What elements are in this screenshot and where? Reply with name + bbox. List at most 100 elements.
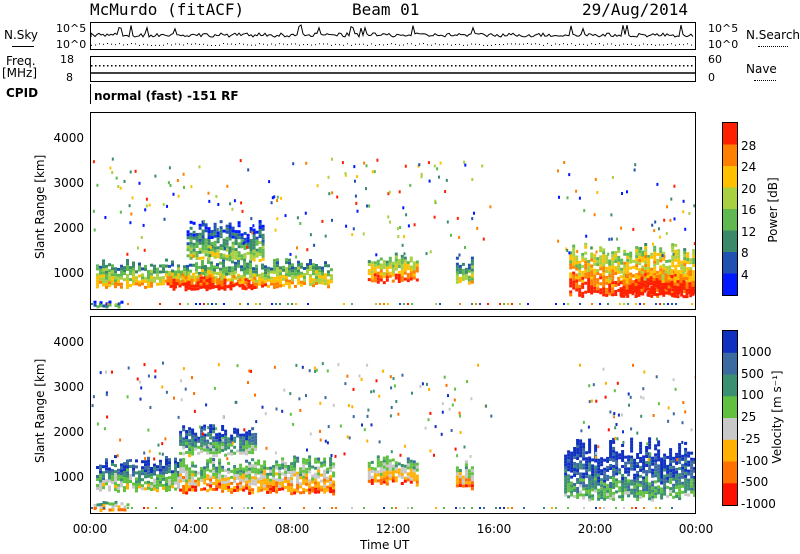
freq-panel bbox=[90, 56, 696, 82]
nsearch-dot bbox=[451, 44, 452, 46]
nsearch-dot bbox=[667, 44, 668, 45]
nave-dot bbox=[455, 65, 457, 67]
nave-dot bbox=[511, 65, 513, 67]
time-tick-6: 00:00 bbox=[678, 522, 714, 536]
nsearch-dot bbox=[379, 44, 380, 46]
nave-dot bbox=[643, 65, 645, 67]
nave-dot bbox=[551, 65, 553, 67]
nave-dot bbox=[323, 65, 325, 67]
nsearch-dot bbox=[255, 44, 256, 46]
velocity-cb-swatch-0 bbox=[723, 331, 737, 354]
nsearch-dot bbox=[339, 44, 340, 46]
nave-dot bbox=[387, 65, 389, 67]
nave-dot bbox=[391, 65, 393, 67]
nave-dot bbox=[499, 65, 501, 67]
nave-dot bbox=[367, 65, 369, 67]
nsearch-dot bbox=[615, 44, 616, 46]
nave-dot bbox=[131, 65, 133, 67]
nsearch-dot bbox=[195, 43, 196, 45]
nsearch-dot bbox=[219, 44, 220, 46]
nave-dot bbox=[431, 65, 433, 67]
nsearch-dot bbox=[183, 44, 184, 46]
nsearch-dot bbox=[271, 43, 272, 45]
nsearch-dot bbox=[499, 44, 500, 45]
nsearch-dot bbox=[627, 44, 628, 45]
nsearch-dot bbox=[119, 43, 120, 45]
nave-dot bbox=[539, 65, 541, 67]
power-panel bbox=[90, 112, 698, 310]
velocity-patch-4 bbox=[455, 460, 474, 491]
nave-dot bbox=[171, 65, 173, 67]
nave-dot bbox=[579, 65, 581, 67]
nsearch-dot bbox=[359, 43, 360, 45]
nave-dot bbox=[291, 65, 293, 67]
nsky-tick-high: 10^5 bbox=[56, 22, 87, 35]
nave-dot bbox=[351, 65, 353, 67]
nave-dot bbox=[247, 65, 249, 67]
nave-dot bbox=[143, 65, 145, 67]
nsearch-dot bbox=[211, 45, 212, 46]
nsearch-dot bbox=[675, 44, 676, 46]
nsearch-label: N.Search bbox=[746, 28, 800, 42]
nave-dot bbox=[687, 65, 689, 67]
nave-dot bbox=[183, 65, 185, 67]
nave-dot bbox=[607, 65, 609, 67]
nave-dot bbox=[675, 65, 677, 67]
nsearch-dot bbox=[375, 44, 376, 46]
nsearch-dot bbox=[515, 43, 516, 45]
nave-dot bbox=[319, 65, 321, 67]
nave-dot bbox=[375, 65, 377, 67]
nave-dot bbox=[547, 65, 549, 67]
nsearch-tick-high: 10^5 bbox=[708, 22, 739, 35]
time-tick-4: 16:00 bbox=[476, 522, 512, 536]
freq-plot bbox=[91, 65, 695, 74]
nsearch-dot bbox=[111, 43, 112, 45]
nsearch-dot bbox=[651, 44, 652, 45]
power-patch-1 bbox=[166, 271, 257, 292]
nave-dot bbox=[251, 65, 253, 67]
velocity-cb-tick-2: 100 bbox=[741, 388, 764, 403]
power-ytick-1: 2000 bbox=[53, 221, 84, 235]
nave-dot bbox=[415, 65, 417, 67]
nave-dot bbox=[463, 65, 465, 67]
nsearch-dot bbox=[559, 44, 560, 46]
nave-dot bbox=[359, 65, 361, 67]
nsearch-dot bbox=[403, 44, 404, 46]
nave-dot bbox=[515, 65, 517, 67]
nsearch-dot bbox=[643, 43, 644, 45]
nave-dot bbox=[615, 65, 617, 67]
nave-dot bbox=[563, 65, 565, 67]
nsearch-dot bbox=[443, 44, 444, 46]
nave-dot bbox=[99, 65, 101, 67]
nsearch-dot bbox=[227, 43, 228, 45]
velocity-ytick-3: 4000 bbox=[53, 335, 84, 349]
beam-label: Beam 01 bbox=[352, 0, 420, 19]
nave-dot bbox=[95, 65, 97, 67]
power-patch-4 bbox=[455, 256, 474, 285]
nsearch-dot bbox=[579, 43, 580, 45]
station-title: McMurdo (fitACF) bbox=[90, 0, 245, 19]
nave-dot bbox=[591, 65, 593, 67]
nave-dot bbox=[671, 65, 673, 67]
nave-dot bbox=[135, 65, 137, 67]
nave-dot bbox=[235, 65, 237, 67]
nsearch-tick-low: 10^0 bbox=[708, 38, 739, 51]
nsearch-dot bbox=[507, 43, 508, 45]
nsearch-dot bbox=[455, 44, 456, 45]
velocity-cb-swatch-6 bbox=[723, 461, 737, 484]
nsearch-dot bbox=[415, 44, 416, 46]
power-colorbar bbox=[722, 122, 738, 296]
nsearch-dot bbox=[307, 44, 308, 45]
nave-dot bbox=[583, 65, 585, 67]
nave-dot bbox=[207, 65, 209, 67]
nsearch-dot bbox=[139, 44, 140, 46]
power-cb-swatch-3 bbox=[723, 187, 737, 210]
nsearch-dot bbox=[591, 43, 592, 45]
nave-dot bbox=[587, 65, 589, 67]
time-tick-1: 04:00 bbox=[173, 522, 209, 536]
nsearch-dot bbox=[555, 43, 556, 45]
velocity-scatter bbox=[91, 361, 697, 462]
nave-dot bbox=[331, 65, 333, 67]
nave-dot bbox=[255, 65, 257, 67]
nave-dot bbox=[667, 65, 669, 67]
